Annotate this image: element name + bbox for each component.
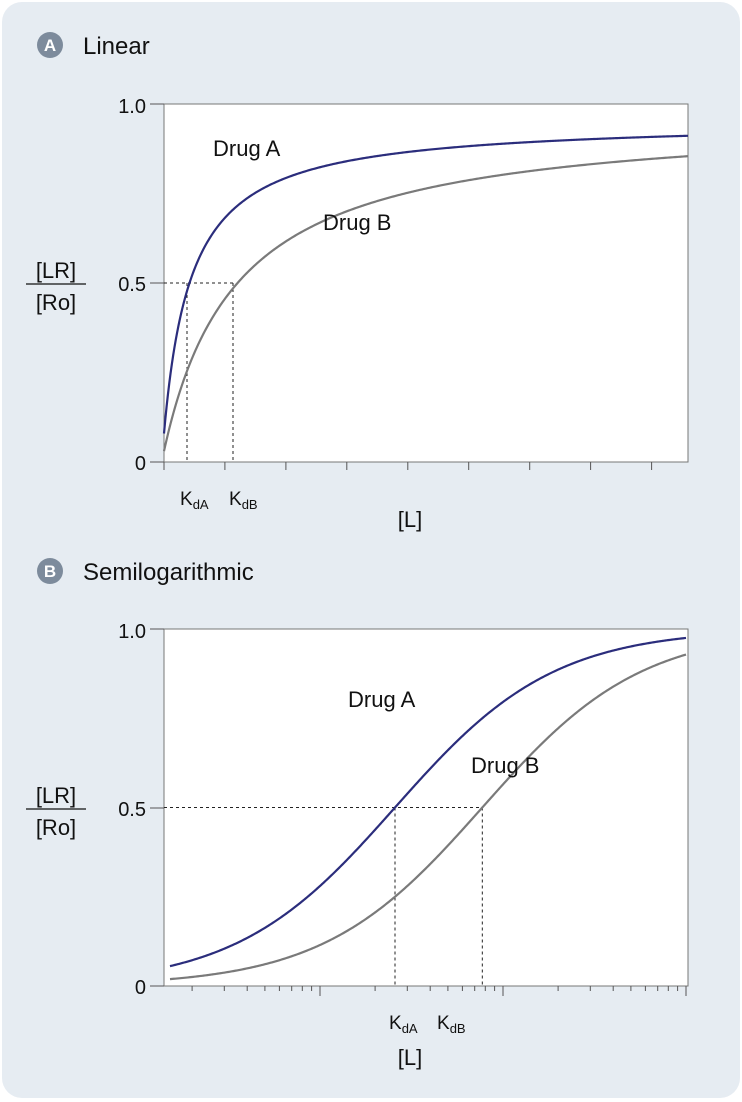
panel-a-badge-letter: A <box>44 36 56 55</box>
panel-b-ytick-05: 0.5 <box>118 799 146 821</box>
panel-b-x-ticks <box>191 986 687 996</box>
panel-a-drug-a-curve <box>162 134 689 434</box>
panel-b-ylabel-numerator: [LR] <box>36 783 76 808</box>
panel-b-drug-b-label: Drug B <box>471 753 539 778</box>
panel-b-drug-b-curve <box>169 653 687 981</box>
panel-a-ytick-0: 0 <box>135 453 146 475</box>
panel-b-ytick-1: 1.0 <box>118 621 146 643</box>
panel-a-title: Linear <box>83 33 150 60</box>
panel-a-ytick-1: 1.0 <box>118 96 146 118</box>
panel-a-kdb-label: KdB <box>229 489 258 512</box>
panel-a-ytick-05: 0.5 <box>118 274 146 296</box>
panel-b-half-occupancy-guides <box>164 807 483 986</box>
panel-b-drug-a-label: Drug A <box>348 687 416 712</box>
panel-a: A Linear 1.0 0.5 0 [LR] [Ro] Drug A Drug… <box>26 32 689 532</box>
panel-a-drug-a-label: Drug A <box>213 136 281 161</box>
panel-b-plot-area <box>163 628 689 987</box>
panel-b-xlabel: [L] <box>398 1045 422 1070</box>
panel-b-badge-letter: B <box>44 562 56 581</box>
panel-a-badge <box>37 32 63 58</box>
panel-b-ylabel-denominator: [Ro] <box>36 815 76 840</box>
panel-a-drug-b-label: Drug B <box>323 210 391 235</box>
panel-b-kda-label: KdA <box>389 1013 418 1036</box>
panel-a-drug-b-curve <box>162 155 689 452</box>
panel-b-title: Semilogarithmic <box>83 559 254 586</box>
panel-b: B Semilogarithmic 1.0 0.5 0 [LR] [Ro] Dr… <box>26 558 689 1070</box>
panel-a-x-ticks <box>163 462 653 470</box>
panel-a-kda-label: KdA <box>180 489 209 512</box>
panel-a-ylabel-numerator: [LR] <box>36 258 76 283</box>
panel-a-ylabel-denominator: [Ro] <box>36 290 76 315</box>
panel-a-xlabel: [L] <box>398 507 422 532</box>
panel-b-badge <box>37 558 63 584</box>
panel-b-kdb-label: KdB <box>437 1013 466 1036</box>
panel-b-ytick-0: 0 <box>135 977 146 999</box>
panel-b-drug-a-curve <box>169 636 687 968</box>
